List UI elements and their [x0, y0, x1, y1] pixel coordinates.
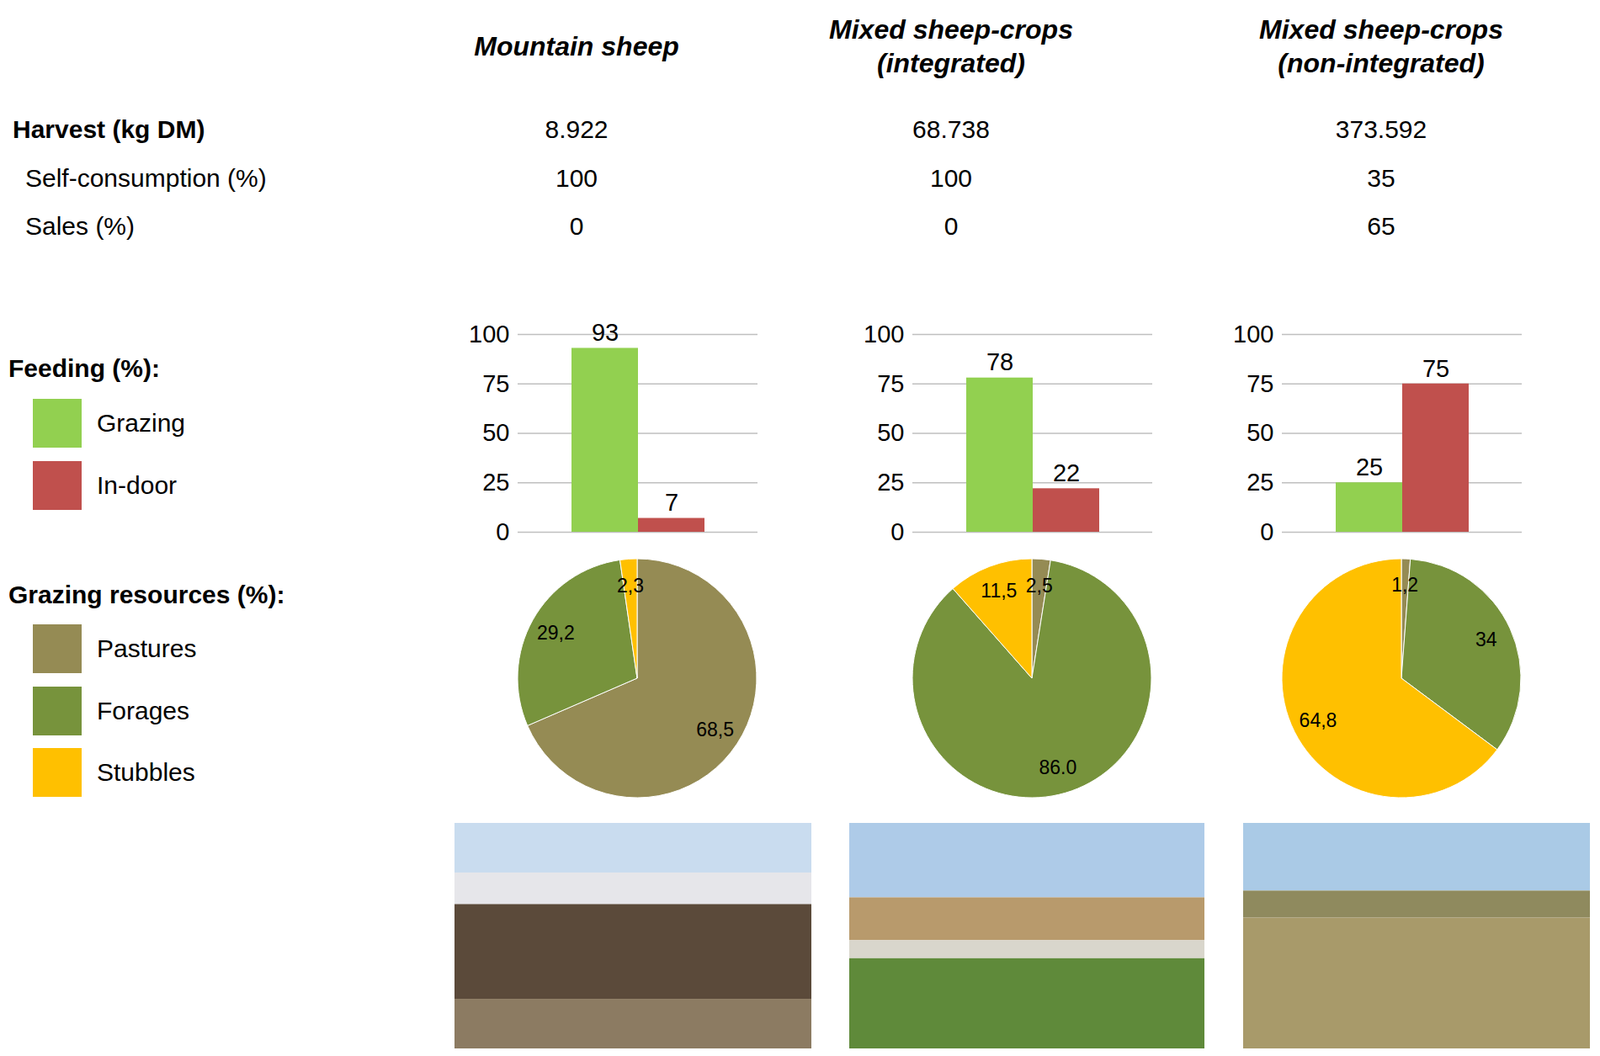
html-text:Mixed sheep-crops (integrated): Mixed sheep-crops (integrated) — [829, 14, 1074, 79]
html-text:Mixed sheep-crops (non-integra: Mixed sheep-crops (non-integrated) — [1259, 14, 1504, 79]
html-text:100: 100 — [555, 164, 598, 193]
svg-text:75: 75 — [1246, 370, 1274, 398]
html-text:Self-consumption (%): Self-consumption (%) — [25, 164, 267, 193]
svg-text:25: 25 — [877, 468, 904, 496]
svg-text:75: 75 — [877, 370, 904, 398]
svg-text:0: 0 — [890, 518, 904, 546]
html-text:Harvest (kg DM): Harvest (kg DM) — [12, 115, 205, 144]
html-text:Forages: Forages — [96, 697, 190, 725]
svg-text:2,3: 2,3 — [616, 574, 644, 597]
svg-text:86.0: 86.0 — [1039, 756, 1078, 779]
svg-text:34: 34 — [1475, 628, 1498, 651]
svg-text:2,5: 2,5 — [1025, 574, 1053, 597]
html-text:373.592: 373.592 — [1335, 115, 1427, 144]
html-text:Grazing: Grazing — [96, 409, 186, 438]
svg-text:0: 0 — [1259, 518, 1274, 546]
html-text:Feeding (%):: Feeding (%): — [8, 354, 160, 383]
svg-text:78: 78 — [985, 348, 1013, 376]
html-text:Mountain sheep: Mountain sheep — [474, 31, 680, 62]
html-text:Grazing resources (%):: Grazing resources (%): — [8, 580, 285, 609]
html-text:100: 100 — [930, 164, 973, 193]
svg-text:100: 100 — [1233, 320, 1274, 348]
svg-text:75: 75 — [1421, 355, 1449, 383]
svg-text:1,2: 1,2 — [1391, 574, 1419, 596]
svg-text:100: 100 — [863, 320, 904, 348]
svg-text:25: 25 — [1355, 453, 1383, 481]
html-text:35: 35 — [1367, 164, 1396, 193]
svg-text:50: 50 — [482, 419, 510, 447]
svg-text:0: 0 — [495, 518, 510, 546]
svg-text:75: 75 — [482, 370, 510, 398]
svg-text:25: 25 — [1246, 468, 1274, 496]
svg-text:100: 100 — [468, 320, 510, 348]
html-text:0: 0 — [944, 212, 959, 241]
svg-text:25: 25 — [482, 468, 510, 496]
html-text:Pastures: Pastures — [96, 634, 197, 663]
svg-text:11,5: 11,5 — [980, 579, 1017, 602]
html-text:65: 65 — [1367, 212, 1396, 241]
svg-text:50: 50 — [1246, 419, 1274, 447]
html-text:Sales (%): Sales (%) — [25, 212, 135, 241]
html-text:Stubbles: Stubbles — [96, 758, 196, 787]
svg-text:93: 93 — [590, 318, 618, 346]
html-text:8.922: 8.922 — [544, 115, 609, 144]
svg-text:29,2: 29,2 — [536, 621, 575, 644]
svg-text:50: 50 — [877, 419, 904, 447]
html-text:68.738: 68.738 — [912, 115, 990, 144]
html-text:In-door: In-door — [96, 471, 177, 500]
svg-text:64,8: 64,8 — [1299, 709, 1338, 732]
svg-text:7: 7 — [664, 489, 678, 516]
svg-text:68,5: 68,5 — [696, 718, 734, 741]
html-text:0: 0 — [569, 212, 584, 241]
svg-text:22: 22 — [1052, 459, 1080, 487]
